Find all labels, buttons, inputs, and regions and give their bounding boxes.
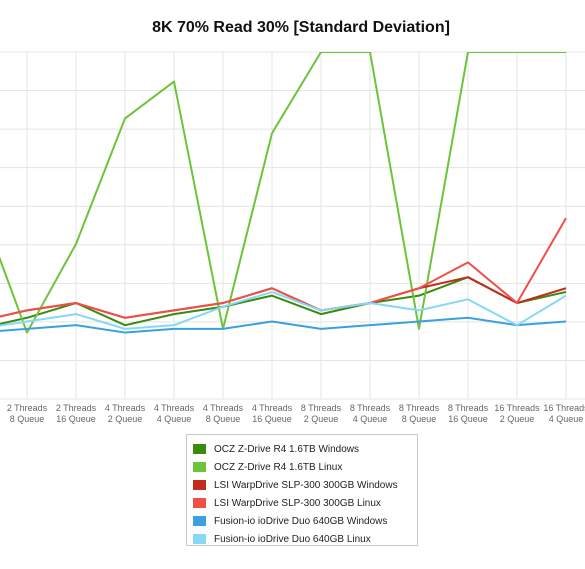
x-tick-label: 4 Threads 4 Queue [154,403,195,424]
legend-label: Fusion-io ioDrive Duo 640GB Windows [214,515,388,527]
legend-swatch [193,480,206,490]
x-tick-label: 4 Threads 8 Queue [203,403,244,424]
series-line-4 [0,316,567,334]
series-line-3 [0,217,567,319]
legend-swatch [193,534,206,544]
x-tick-label: 8 Threads 16 Queue [448,403,489,424]
x-tick-label: 8 Threads 2 Queue [301,403,342,424]
chart-grid [0,51,585,400]
legend-label: OCZ Z-Drive R4 1.6TB Windows [214,443,360,455]
legend-swatch [193,516,206,526]
legend-swatch [193,462,206,472]
x-tick-label: 2 Threads 16 Queue [56,403,97,424]
x-tick-label: 8 Threads 4 Queue [350,403,391,424]
legend-item-0: OCZ Z-Drive R4 1.6TB Windows [193,440,417,458]
legend-item-5: Fusion-io ioDrive Duo 640GB Linux [193,530,417,548]
legend-item-3: LSI WarpDrive SLP-300 300GB Linux [193,494,417,512]
series-layer [0,52,567,334]
x-tick-label: 2 Threads 8 Queue [7,403,48,424]
x-tick-label: 16 Threads 4 Queue [543,403,585,424]
chart-title: 8K 70% Read 30% [Standard Deviation] [152,19,450,36]
x-tick-label: 4 Threads 16 Queue [252,403,293,424]
legend-swatch [193,444,206,454]
legend-label: OCZ Z-Drive R4 1.6TB Linux [214,461,343,473]
legend-swatch [193,498,206,508]
legend-item-2: LSI WarpDrive SLP-300 300GB Windows [193,476,417,494]
legend-label: LSI WarpDrive SLP-300 300GB Windows [214,479,398,491]
x-tick-label: 4 Threads 2 Queue [105,403,146,424]
series-line-1 [0,52,566,334]
legend-item-1: OCZ Z-Drive R4 1.6TB Linux [193,458,417,476]
x-tick-label: 8 Threads 8 Queue [399,403,440,424]
series-line-5 [0,290,567,330]
legend-label: Fusion-io ioDrive Duo 640GB Linux [214,533,371,545]
legend-label: LSI WarpDrive SLP-300 300GB Linux [214,497,381,509]
legend-item-4: Fusion-io ioDrive Duo 640GB Windows [193,512,417,530]
legend: OCZ Z-Drive R4 1.6TB Windows OCZ Z-Drive … [186,434,418,546]
x-tick-label: 16 Threads 2 Queue [494,403,540,424]
